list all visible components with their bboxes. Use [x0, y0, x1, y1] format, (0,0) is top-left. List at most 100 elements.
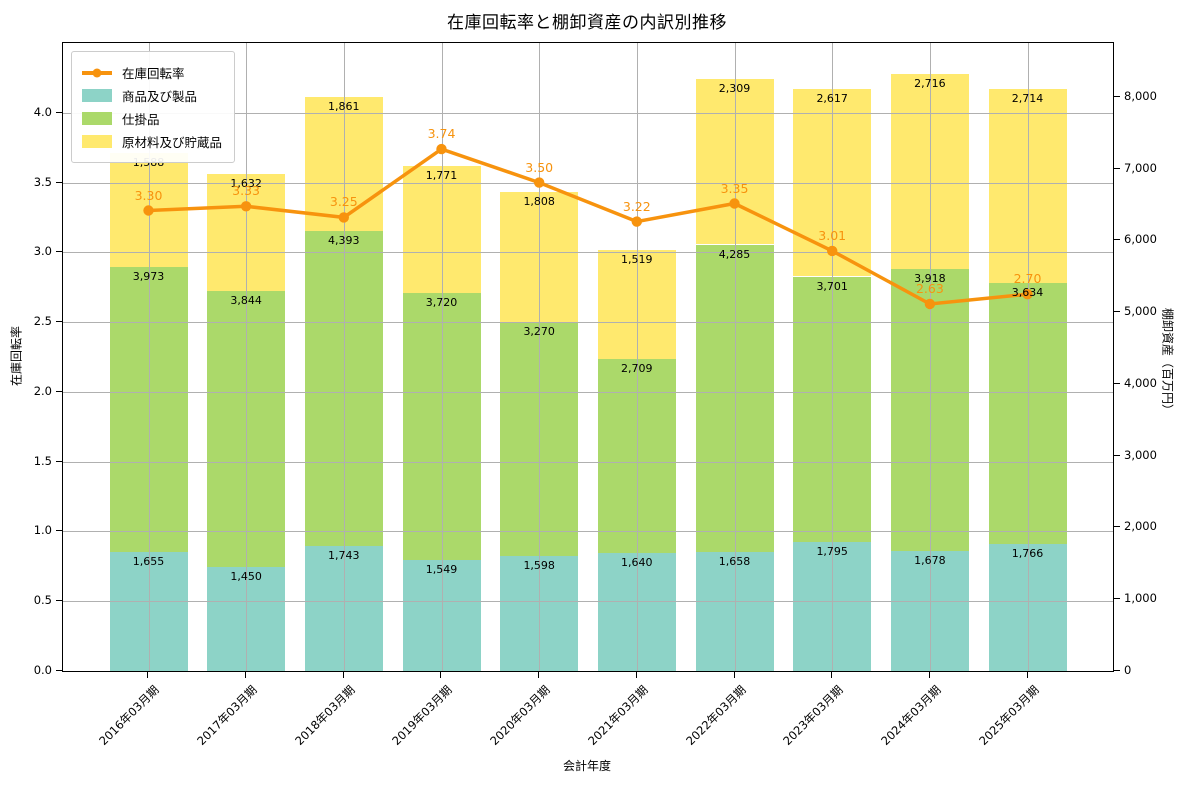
line-marker: [534, 177, 545, 188]
y-tick-label-right: 0: [1124, 663, 1132, 677]
legend: 在庫回転率商品及び製品仕掛品原材料及び貯蔵品: [71, 51, 236, 163]
line-marker: [143, 205, 154, 216]
line-marker: [1022, 289, 1033, 300]
bar-segment-value: 2,716: [914, 77, 946, 91]
tick-mark: [1114, 670, 1120, 671]
bar-segment-value: 1,771: [425, 168, 458, 182]
tick-mark: [56, 111, 62, 113]
tick-mark: [56, 251, 62, 253]
tick-mark: [245, 672, 247, 678]
gridline: [1027, 43, 1029, 671]
tick-mark: [56, 460, 62, 462]
x-tick-label: 2022年03月期: [682, 682, 749, 749]
y-tick-label-right: 5,000: [1124, 304, 1157, 319]
line-point-value: 3.35: [720, 180, 749, 196]
x-tick-label: 2023年03月期: [780, 682, 846, 749]
bar-segment-value: 3,270: [523, 324, 555, 338]
line-point-value: 3.22: [622, 198, 651, 214]
gridline: [63, 601, 1113, 603]
gridline: [929, 43, 931, 671]
y-tick-label-left: 0.0: [33, 663, 52, 677]
tick-mark: [831, 672, 833, 678]
legend-label: 仕掛品: [122, 112, 160, 127]
line-marker: [729, 198, 740, 209]
bar-segment-value: 3,720: [425, 295, 458, 309]
x-tick-label: 2025年03月期: [975, 682, 1042, 749]
line-value-labels: 3.30 3.33 3.25 3.74 3.50 3.22 3.35 3.01 2.63 2.70: [63, 43, 1113, 671]
legend-line-marker-icon: [82, 66, 112, 79]
legend-item: 商品及び製品: [82, 86, 222, 105]
line-point-value: 3.33: [232, 183, 261, 199]
x-tick-label: 2021年03月期: [585, 682, 651, 749]
gridline: [832, 43, 834, 671]
plot-area: 1,6553,9731,5881,4503,8441,6321,7434,393…: [62, 42, 1114, 672]
bar-segment-value: 3,918: [914, 272, 946, 286]
line-point-value: 3.74: [427, 126, 456, 142]
bar-segment-value: 2,709: [621, 361, 653, 375]
bar-value-labels: 1,6553,9731,5881,4503,8441,6321,7434,393…: [63, 43, 1113, 671]
legend-color-swatch: [82, 135, 112, 148]
gridline: [63, 461, 1113, 463]
gridline: [148, 43, 150, 671]
gridline: [63, 391, 1113, 393]
tick-mark: [440, 672, 442, 678]
legend-item: 在庫回転率: [82, 63, 222, 82]
bar-segment-value: 3,973: [132, 270, 165, 284]
line-marker: [240, 201, 252, 212]
tick-mark: [56, 181, 62, 183]
tick-mark: [928, 672, 930, 678]
tick-mark: [1114, 95, 1120, 97]
gridline: [63, 182, 1113, 184]
y-axis-label-left: 在庫回転率: [9, 325, 24, 387]
y-tick-label-right: 6,000: [1124, 232, 1157, 247]
line-marker: [631, 216, 642, 227]
gridline: [441, 43, 443, 671]
bar-segment-value: 3,844: [230, 294, 262, 307]
gridline: [539, 43, 541, 671]
bar-segment-value: 1,632: [230, 176, 262, 190]
x-tick-label: 2019年03月期: [389, 682, 456, 749]
tick-mark: [1114, 454, 1120, 456]
bar-segment-value: 2,714: [1011, 91, 1044, 105]
x-tick-label: 2018年03月期: [292, 682, 358, 749]
bar-segment-value: 1,450: [230, 569, 262, 583]
y-tick-label-right: 4,000: [1124, 375, 1157, 390]
y-tick-label-left: 2.5: [33, 314, 52, 329]
bar-segment-value: 1,640: [621, 556, 653, 570]
bar-segment-value: 3,701: [816, 279, 848, 293]
tick-mark: [1114, 167, 1120, 169]
tick-mark: [1114, 598, 1120, 600]
tick-mark: [733, 672, 735, 678]
tick-mark: [56, 600, 62, 602]
y-tick-label-left: 2.0: [33, 383, 52, 398]
legend-color-swatch: [82, 112, 112, 125]
tick-mark: [56, 530, 62, 532]
x-tick-label: 2020年03月期: [487, 682, 553, 749]
bar-segment-value: 1,795: [816, 545, 848, 559]
y-axis-label-right: 棚卸資産（百万円）: [1160, 307, 1175, 417]
legend-label: 原材料及び貯蔵品: [122, 135, 223, 150]
y-tick-label-right: 3,000: [1124, 447, 1157, 462]
y-tick-label-left: 1.0: [33, 523, 52, 538]
legend-color-swatch: [82, 89, 112, 102]
bar-segment-value: 1,678: [914, 553, 946, 567]
legend-item: 原材料及び貯蔵品: [82, 132, 222, 151]
y-tick-label-right: 1,000: [1124, 591, 1157, 606]
tick-mark: [538, 672, 540, 678]
y-tick-label-left: 1.5: [33, 453, 52, 468]
bar-segment-value: 4,393: [328, 233, 360, 247]
legend-label: 在庫回転率: [122, 66, 185, 81]
x-tick-label: 2016年03月期: [96, 682, 163, 749]
tick-mark: [1114, 311, 1120, 313]
gridline: [734, 43, 736, 671]
tick-mark: [147, 672, 149, 678]
chart-title: 在庫回転率と棚卸資産の内訳別推移: [447, 13, 727, 33]
bar-segment-value: 1,519: [621, 252, 653, 266]
bar-segment-value: 1,598: [523, 559, 555, 573]
bar-segment-value: 3,634: [1011, 286, 1044, 300]
tick-mark: [56, 321, 62, 323]
tick-mark: [56, 390, 62, 392]
tick-mark: [342, 672, 344, 678]
bar-segment-value: 1,808: [523, 194, 555, 208]
line-marker: [924, 298, 936, 310]
